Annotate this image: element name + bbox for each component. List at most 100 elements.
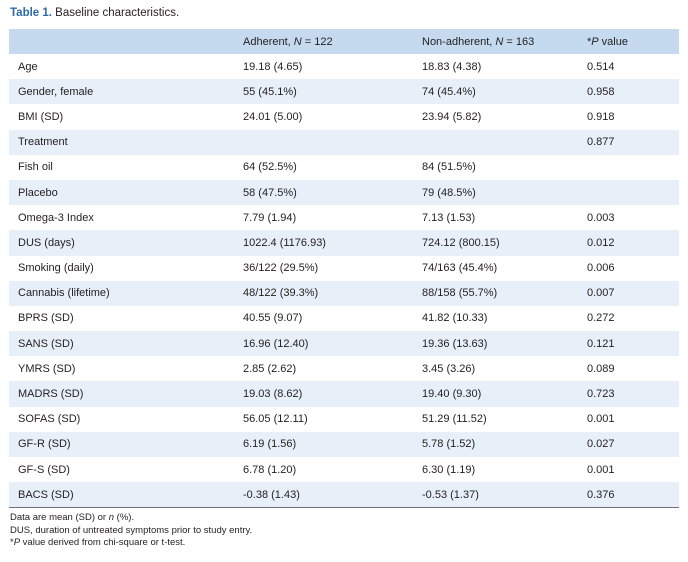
cell-adherent: 6.19 (1.56) (243, 438, 297, 451)
footnote-data-format: Data are mean (SD) or n (%). (10, 512, 252, 525)
cell-non-adherent: 7.13 (1.53) (422, 211, 476, 224)
cell-adherent: 2.85 (2.62) (243, 362, 297, 375)
footnote-p-suffix: value derived from chi-square or t-test. (20, 537, 186, 548)
row-label: Smoking (daily) (18, 262, 94, 275)
footnote-data-format-suffix: (%). (114, 512, 135, 523)
header-non-adherent-suffix: = 163 (503, 35, 535, 48)
cell-p-value: 0.006 (587, 262, 615, 275)
table-row: BMI (SD) 24.01 (5.00) 23.94 (5.82) 0.918 (9, 104, 679, 130)
cell-non-adherent: 51.29 (11.52) (422, 413, 487, 426)
table-row: SANS (SD) 16.96 (12.40) 19.36 (13.63) 0.121 (9, 331, 679, 357)
cell-non-adherent: 3.45 (3.26) (422, 362, 476, 375)
cell-non-adherent: 74 (45.4%) (422, 85, 476, 98)
cell-p-value: 0.514 (587, 60, 615, 73)
footnote-p-star: * (10, 537, 14, 548)
footnote-p-var: P (13, 537, 21, 548)
footnote-data-format-var: n (108, 512, 115, 523)
table-row: DUS (days) 1022.4 (1176.93) 724.12 (800.15… (9, 230, 679, 256)
cell-p-value: 0.272 (587, 312, 615, 325)
header-non-adherent-prefix: Non-adherent, (422, 35, 496, 48)
row-label: SOFAS (SD) (18, 413, 81, 426)
row-label: YMRS (SD) (18, 362, 76, 375)
cell-adherent: 64 (52.5%) (243, 161, 297, 174)
row-label: DUS (days) (18, 236, 75, 249)
table-row: BACS (SD) -0.38 (1.43) -0.53 (1.37) 0.376 (9, 482, 679, 508)
cell-p-value: 0.918 (587, 110, 615, 123)
cell-non-adherent: 19.36 (13.63) (422, 337, 488, 350)
cell-p-value: 0.089 (587, 362, 615, 375)
cell-p-value: 0.376 (587, 488, 615, 501)
cell-p-value (578, 180, 679, 205)
table-row: GF-S (SD) 6.78 (1.20) 6.30 (1.19) 0.001 (9, 457, 679, 483)
table-row: SOFAS (SD) 56.05 (12.11) 51.29 (11.52) 0.00… (9, 406, 679, 432)
cell-adherent: 55 (45.1%) (243, 85, 297, 98)
header-non-adherent: Non-adherent, N = 163 (413, 29, 578, 54)
table-row: Omega-3 Index 7.79 (1.94) 7.13 (1.53) 0.003 (9, 205, 679, 231)
cell-p-value (578, 155, 679, 180)
cell-adherent: 19.18 (4.65) (243, 60, 303, 73)
table-row: Placebo 58 (47.5%) 79 (48.5%) (9, 179, 679, 206)
row-label: BACS (SD) (18, 488, 74, 501)
table-footnotes: Data are mean (SD) or n (%). DUS, durati… (10, 512, 252, 550)
cell-non-adherent (413, 130, 578, 155)
cell-p-value: 0.723 (587, 388, 615, 401)
table-row: YMRS (SD) 2.85 (2.62) 3.45 (3.26) 0.089 (9, 356, 679, 382)
header-p-value: *P value (578, 29, 679, 54)
row-label: BPRS (SD) (18, 312, 74, 325)
table-row: GF-R (SD) 6.19 (1.56) 5.78 (1.52) 0.027 (9, 431, 679, 457)
footnote-dus: DUS, duration of untreated symptoms prio… (10, 524, 253, 536)
cell-p-value: 0.007 (587, 287, 615, 300)
row-label: Cannabis (lifetime) (18, 287, 110, 300)
cell-adherent: 24.01 (5.00) (243, 110, 303, 123)
header-variable (9, 29, 234, 54)
row-label: Fish oil (18, 161, 53, 174)
cell-non-adherent: 23.94 (5.82) (422, 110, 482, 123)
table-row: Smoking (daily) 36/122 (29.5%) 74/163 (45.… (9, 255, 679, 281)
cell-non-adherent: 79 (48.5%) (422, 186, 476, 199)
cell-adherent: 1022.4 (1176.93) (243, 236, 326, 249)
table-caption-label: Table 1. (10, 7, 52, 19)
cell-non-adherent: 19.40 (9.30) (422, 388, 482, 401)
row-label: SANS (SD) (18, 337, 74, 350)
table-row: BPRS (SD) 40.55 (9.07) 41.82 (10.33) 0.272 (9, 305, 679, 332)
cell-adherent: -0.38 (1.43) (243, 488, 300, 501)
row-label: Placebo (18, 186, 58, 199)
cell-p-value: 0.877 (587, 136, 615, 149)
cell-adherent: 48/122 (39.3%) (243, 287, 319, 300)
table-header-row: Adherent, N = 122 Non-adherent, N = 163 … (9, 29, 679, 54)
cell-p-value: 0.003 (587, 211, 615, 224)
row-label: Gender, female (18, 85, 94, 98)
cell-adherent: 40.55 (9.07) (243, 312, 303, 325)
row-label: GF-R (SD) (18, 438, 71, 451)
cell-p-value: 0.012 (587, 236, 615, 249)
cell-p-value: 0.121 (587, 337, 615, 350)
table-row: MADRS (SD) 19.03 (8.62) 19.40 (9.30) 0.723 (9, 381, 679, 407)
row-label: BMI (SD) (18, 110, 64, 123)
cell-non-adherent: 74/163 (45.4%) (422, 262, 498, 275)
table-row: Age 19.18 (4.65) 18.83 (4.38) 0.514 (9, 54, 679, 80)
header-adherent-prefix: Adherent, (243, 35, 294, 48)
cell-non-adherent: 6.30 (1.19) (422, 463, 476, 476)
table-row: Cannabis (lifetime) 48/122 (39.3%) 88/158 … (9, 280, 679, 306)
cell-adherent: 6.78 (1.20) (243, 463, 297, 476)
header-adherent-n: N (293, 35, 302, 48)
header-non-adherent-n: N (495, 35, 504, 48)
cell-non-adherent: 5.78 (1.52) (422, 438, 476, 451)
cell-p-value: 0.027 (587, 438, 615, 451)
cell-adherent (234, 130, 413, 155)
header-p-suffix: value (598, 35, 628, 48)
table-row: Gender, female 55 (45.1%) 74 (45.4%) 0.958 (9, 79, 679, 105)
cell-p-value: 0.001 (587, 413, 615, 426)
cell-non-adherent: 84 (51.5%) (422, 161, 476, 174)
cell-non-adherent: 724.12 (800.15) (422, 236, 500, 249)
cell-adherent: 19.03 (8.62) (243, 388, 303, 401)
cell-adherent: 36/122 (29.5%) (243, 262, 319, 275)
header-p-var: P (591, 35, 599, 48)
row-label: GF-S (SD) (18, 463, 70, 476)
cell-p-value: 0.001 (587, 463, 615, 476)
row-label: Omega-3 Index (18, 211, 94, 224)
table-row: Treatment 0.877 (9, 129, 679, 155)
header-adherent-suffix: = 122 (301, 35, 333, 48)
cell-adherent: 16.96 (12.40) (243, 337, 309, 350)
cell-p-value: 0.958 (587, 85, 615, 98)
